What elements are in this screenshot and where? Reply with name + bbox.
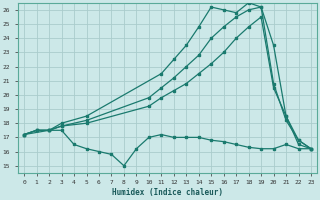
X-axis label: Humidex (Indice chaleur): Humidex (Indice chaleur) <box>112 188 223 197</box>
